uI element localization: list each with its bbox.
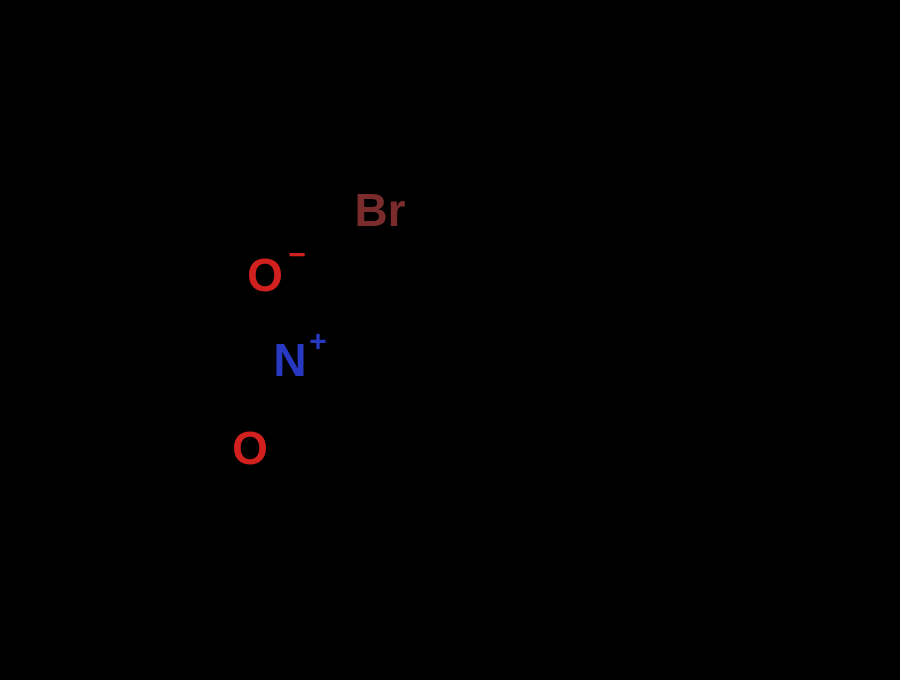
bond — [313, 372, 410, 420]
bond — [403, 240, 445, 295]
methyl-bond — [660, 352, 749, 368]
atom-O_minus: O — [247, 249, 283, 301]
charge-N_plus: + — [309, 326, 327, 359]
atom-N_plus: N — [273, 334, 306, 386]
ring-bond — [570, 260, 660, 352]
ring-bond — [500, 478, 625, 512]
ring-double-bond — [430, 420, 500, 492]
molecule-canvas: BrO−N+O — [0, 0, 900, 680]
atom-O_dbl: O — [232, 422, 268, 474]
ring-bond — [410, 295, 445, 420]
bond — [272, 300, 282, 335]
methyl-bond — [570, 215, 648, 260]
methyl-bond — [442, 512, 500, 581]
charge-O_minus: − — [288, 239, 306, 272]
ring-bond — [410, 420, 500, 512]
ring-double-bond — [615, 362, 643, 461]
ring-double-bond — [462, 277, 560, 304]
methyl-bond — [625, 478, 670, 556]
atom-Br: Br — [354, 184, 405, 236]
